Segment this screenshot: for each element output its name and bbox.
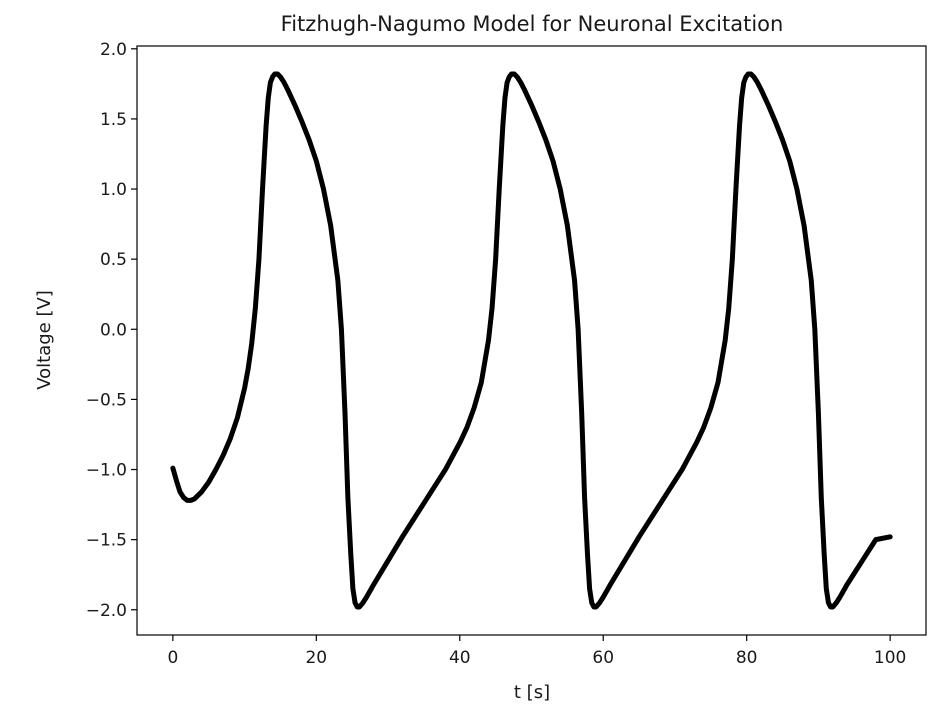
y-tick-label: −0.5: [86, 390, 127, 410]
y-tick-label: 1.5: [100, 110, 127, 130]
x-tick-label: 60: [592, 648, 614, 668]
x-tick-label: 40: [449, 648, 471, 668]
plot-area: [136, 45, 927, 636]
y-tick-label: 0.0: [100, 320, 127, 340]
y-tick-label: 0.5: [100, 250, 127, 270]
voltage-series-line: [170, 71, 893, 610]
chart-title: Fitzhugh-Nagumo Model for Neuronal Excit…: [281, 12, 784, 36]
x-axis-label: t [s]: [514, 682, 550, 703]
x-tick-label: 20: [305, 648, 327, 668]
y-tick-label: 2.0: [100, 40, 127, 60]
x-tick-label: 80: [736, 648, 758, 668]
y-tick-label: −1.5: [86, 531, 127, 551]
y-axis-label: Voltage [V]: [34, 290, 55, 390]
y-tick-label: −1.0: [86, 461, 127, 481]
y-tick-label: −2.0: [86, 601, 127, 621]
x-axis: 0 20 40 60 80 100: [167, 635, 906, 668]
y-tick-label: 1.0: [100, 180, 127, 200]
x-tick-label: 100: [874, 648, 906, 668]
x-tick-label: 0: [167, 648, 178, 668]
y-axis: 2.0 1.5 1.0 0.5 0.0 −0.5 −1.0 −1.5 −2.0: [86, 40, 137, 621]
